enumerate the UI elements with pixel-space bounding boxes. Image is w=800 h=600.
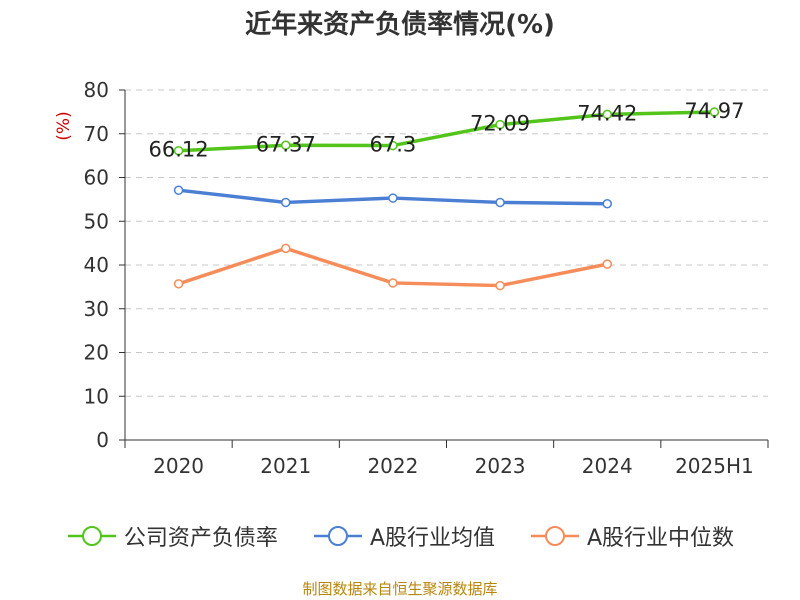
data-point (602, 109, 612, 120)
y-axis-label: (%) (54, 111, 74, 140)
legend-label: A股行业中位数 (587, 526, 735, 551)
chart-title: 近年来资产负债率情况(%) (245, 10, 555, 40)
legend-marker-icon (313, 526, 362, 546)
legend: 公司资产负债率 A股行业均值 A股行业中位数 (0, 518, 800, 554)
line-chart: 0 10 20 30 40 50 60 70 80 (%) 2020 2021 2022 2023 2024… (54, 78, 769, 478)
data-label: 67.3 (370, 133, 417, 157)
data-point (281, 243, 291, 254)
y-tick-label: 40 (84, 253, 109, 277)
x-tick-label: 2020 (153, 454, 204, 478)
y-tick-label: 10 (84, 384, 109, 408)
data-point (388, 193, 398, 203)
x-tick-label: 2023 (475, 454, 526, 478)
data-point (709, 107, 720, 117)
data-point (173, 279, 184, 289)
x-tick-label: 2025H1 (675, 454, 754, 478)
source-note: 制图数据来自恒生聚源数据库 (302, 580, 498, 598)
data-point (173, 145, 184, 156)
data-point (602, 259, 612, 269)
data-point (281, 140, 291, 151)
data-point (281, 197, 291, 208)
legend-item: 公司资产负债率 (66, 520, 278, 552)
legend-marker-icon (531, 526, 579, 546)
data-point (173, 185, 184, 195)
data-point (495, 280, 505, 291)
y-tick-label: 0 (96, 428, 109, 452)
data-label: 66.12 (149, 138, 209, 162)
series-line (178, 110, 715, 153)
legend-label: A股行业均值 (369, 526, 495, 551)
data-point (602, 199, 612, 209)
data-label: 74.42 (577, 101, 637, 125)
y-tick-label: 60 (84, 166, 109, 190)
data-label: 67.37 (256, 132, 316, 156)
data-point (388, 278, 398, 288)
y-tick-label: 80 (84, 78, 109, 102)
y-tick-label: 20 (84, 341, 109, 365)
y-tick-label: 30 (84, 297, 109, 321)
x-tick-label: 2024 (582, 454, 633, 478)
y-tick-label: 70 (84, 122, 109, 146)
legend-label: 公司资产负债率 (123, 526, 278, 551)
data-point (495, 119, 505, 130)
x-tick-label: 2022 (367, 454, 418, 478)
legend-marker-icon (67, 526, 116, 546)
data-point (388, 140, 398, 151)
data-label: 74.97 (684, 99, 744, 123)
data-label: 72.09 (470, 112, 530, 136)
legend-item: A股行业均值 (312, 520, 495, 552)
legend-item: A股行业中位数 (529, 520, 734, 552)
y-tick-label: 50 (84, 209, 109, 233)
data-point (495, 197, 505, 208)
x-tick-label: 2021 (260, 454, 311, 478)
